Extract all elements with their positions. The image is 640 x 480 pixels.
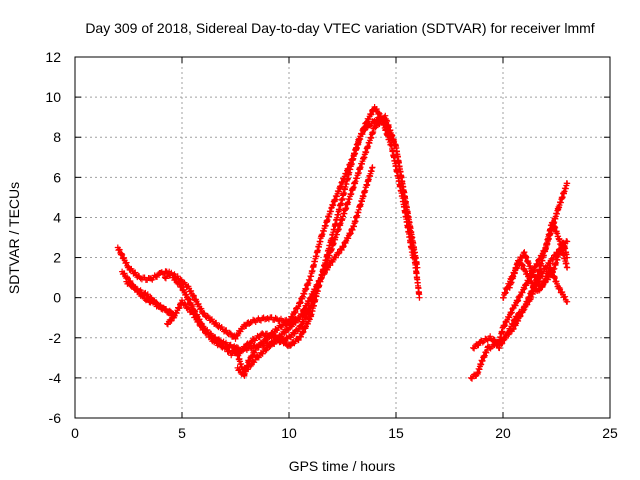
- y-tick-label: -6: [49, 410, 62, 426]
- x-tick-label: 25: [602, 425, 618, 441]
- series-arc-7: [232, 164, 376, 373]
- y-axis-label: SDTVAR / TECUs: [6, 182, 22, 294]
- series-markers: [114, 244, 173, 283]
- series-markers: [123, 278, 177, 319]
- y-tick-label: 0: [53, 290, 61, 306]
- series-arc-6: [170, 104, 417, 355]
- series-markers: [161, 113, 423, 342]
- y-tick-label: 4: [53, 209, 61, 225]
- grid-lines: [75, 57, 610, 418]
- y-tick-label: 6: [53, 169, 61, 185]
- y-tick-label: 12: [45, 49, 61, 65]
- x-tick-label: 20: [495, 425, 511, 441]
- series-markers: [234, 304, 314, 379]
- series-arc-8: [234, 304, 314, 379]
- x-axis-label: GPS time / hours: [289, 458, 396, 474]
- series-arc-1: [114, 244, 173, 283]
- series-arc-4: [161, 113, 423, 342]
- data-marks: [114, 104, 571, 382]
- y-tick-label: 2: [53, 250, 61, 266]
- plot-frame: [74, 56, 611, 419]
- series-arc-3: [123, 278, 177, 319]
- y-tick-label: 10: [45, 89, 61, 105]
- x-tick-label: 10: [281, 425, 297, 441]
- x-tick-label: 15: [388, 425, 404, 441]
- y-tick-label: -4: [49, 370, 62, 386]
- x-axis: 0 5 10 15 20 25: [71, 57, 618, 441]
- x-tick-label: 0: [71, 425, 79, 441]
- y-axis: -6 -4 -2 0 2 4 6 8 10 12: [45, 49, 610, 426]
- y-tick-label: 8: [53, 129, 61, 145]
- chart-title: Day 309 of 2018, Sidereal Day-to-day VTE…: [85, 20, 594, 36]
- series-markers: [506, 249, 571, 305]
- x-tick-label: 5: [178, 425, 186, 441]
- series-markers: [170, 104, 417, 355]
- series-markers: [232, 164, 376, 373]
- series-arc-13: [506, 249, 571, 305]
- y-tick-label: -2: [49, 330, 62, 346]
